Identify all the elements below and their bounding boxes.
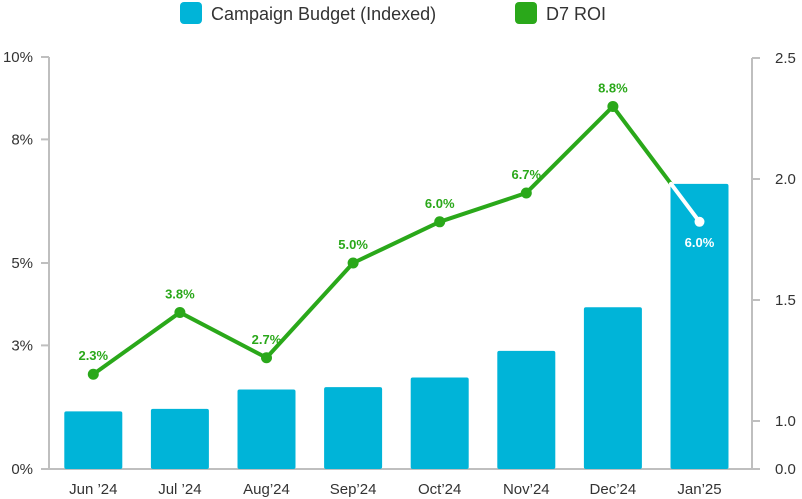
right-tick-label: 2.0 bbox=[775, 171, 796, 188]
x-tick-label: Nov’24 bbox=[503, 481, 550, 498]
roi-point bbox=[87, 368, 99, 380]
roi-data-label: 8.8% bbox=[598, 80, 628, 95]
x-tick-label: Jun ’24 bbox=[69, 481, 117, 498]
right-tick-label: 0.0 bbox=[775, 461, 796, 478]
roi-point bbox=[347, 257, 359, 269]
x-tick-label: Aug’24 bbox=[243, 481, 290, 498]
budget-bar bbox=[324, 387, 383, 469]
left-tick-label: 8% bbox=[11, 131, 33, 148]
budget-bar bbox=[64, 411, 123, 469]
right-tick-label: 1.0 bbox=[775, 413, 796, 430]
roi-line-last-segment bbox=[610, 104, 674, 186]
roi-point bbox=[174, 306, 186, 318]
budget-bar bbox=[583, 307, 642, 469]
x-labels-group: Jun ’24 Jul ’24 Aug’24 Sep’24 Oct’24 Nov’24 De… bbox=[69, 481, 721, 498]
roi-line-last-segment-inbar bbox=[669, 181, 702, 224]
right-tick-label: 2.5 bbox=[775, 50, 796, 67]
x-tick-label: Sep’24 bbox=[330, 481, 377, 498]
roi-data-label: 6.0% bbox=[425, 196, 455, 211]
roi-data-label: 5.0% bbox=[338, 237, 368, 252]
budget-bar bbox=[150, 408, 209, 469]
legend-swatch-budget bbox=[180, 2, 202, 24]
bars-group bbox=[64, 183, 729, 469]
budget-bar bbox=[410, 377, 469, 469]
left-tick-label: 0% bbox=[11, 461, 33, 478]
left-tick-label: 5% bbox=[11, 255, 33, 272]
x-tick-label: Dec’24 bbox=[590, 481, 637, 498]
roi-point bbox=[520, 187, 532, 199]
budget-bar bbox=[497, 350, 556, 469]
budget-bar bbox=[237, 389, 296, 469]
left-tick-label: 3% bbox=[11, 337, 33, 354]
roi-data-label: 6.7% bbox=[511, 167, 541, 182]
roi-data-label: 3.8% bbox=[165, 286, 195, 301]
roi-point bbox=[694, 216, 705, 227]
roi-data-label: 6.0% bbox=[685, 235, 715, 250]
roi-data-label: 2.7% bbox=[252, 332, 282, 347]
roi-data-label: 2.3% bbox=[78, 348, 108, 363]
left-tick-label: 10% bbox=[3, 49, 33, 66]
roi-point bbox=[261, 352, 272, 364]
legend: Campaign Budget (Indexed) D7 ROI bbox=[180, 2, 606, 24]
legend-swatch-roi bbox=[515, 2, 537, 24]
right-tick-label: 1.5 bbox=[775, 292, 796, 309]
roi-point bbox=[607, 100, 619, 112]
roi-line-group: 2.3% 3.8% 2.7% 5.0% 6.0% 6.7% 8.8% 6.0% bbox=[78, 80, 715, 380]
roi-point bbox=[434, 216, 446, 228]
x-tick-label: Jul ’24 bbox=[158, 481, 201, 498]
x-tick-label: Oct’24 bbox=[418, 481, 461, 498]
legend-label-budget: Campaign Budget (Indexed) bbox=[211, 4, 436, 24]
legend-label-roi: D7 ROI bbox=[546, 4, 606, 24]
x-tick-label: Jan’25 bbox=[677, 481, 721, 498]
budget-bar bbox=[670, 183, 729, 469]
